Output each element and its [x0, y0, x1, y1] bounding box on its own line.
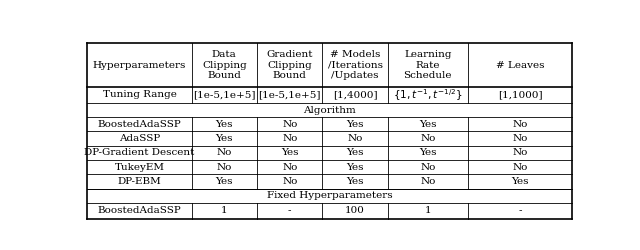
Text: No: No [348, 134, 363, 143]
Text: No: No [282, 120, 298, 129]
Text: No: No [512, 120, 527, 129]
Text: Fixed Hyperparameters: Fixed Hyperparameters [267, 191, 392, 200]
Text: No: No [282, 134, 298, 143]
Text: Gradient
Clipping
Bound: Gradient Clipping Bound [266, 50, 313, 80]
Text: Learning
Rate
Schedule: Learning Rate Schedule [404, 50, 452, 80]
Text: 1: 1 [424, 206, 431, 215]
Text: No: No [217, 163, 232, 172]
Text: Yes: Yes [346, 163, 364, 172]
Text: Yes: Yes [216, 134, 233, 143]
Text: Hyperparameters: Hyperparameters [93, 61, 186, 70]
Text: 100: 100 [345, 206, 365, 215]
Text: -: - [288, 206, 291, 215]
Text: No: No [282, 177, 298, 186]
Text: 1: 1 [221, 206, 228, 215]
Text: # Models
/Iterations
/Updates: # Models /Iterations /Updates [328, 50, 383, 80]
Text: No: No [282, 163, 298, 172]
Text: Yes: Yes [419, 120, 436, 129]
Text: No: No [217, 148, 232, 157]
Text: No: No [420, 134, 436, 143]
Text: DP-EBM: DP-EBM [118, 177, 161, 186]
Text: [1e-5,1e+5]: [1e-5,1e+5] [193, 90, 255, 100]
Text: Data
Clipping
Bound: Data Clipping Bound [202, 50, 246, 80]
Text: BoostedAdaSSP: BoostedAdaSSP [98, 120, 181, 129]
Text: BoostedAdaSSP: BoostedAdaSSP [98, 206, 181, 215]
Text: # Leaves: # Leaves [496, 61, 544, 70]
Text: Yes: Yes [346, 177, 364, 186]
Text: Yes: Yes [511, 177, 529, 186]
Text: Yes: Yes [346, 148, 364, 157]
Text: Yes: Yes [281, 148, 298, 157]
Text: No: No [420, 163, 436, 172]
Text: Yes: Yes [419, 148, 436, 157]
Text: -: - [518, 206, 522, 215]
Text: No: No [420, 177, 436, 186]
Text: Algorithm: Algorithm [303, 106, 356, 114]
Text: DP-Gradient Descent: DP-Gradient Descent [84, 148, 195, 157]
Text: No: No [512, 148, 527, 157]
Text: [1e-5,1e+5]: [1e-5,1e+5] [259, 90, 321, 100]
Text: [1,4000]: [1,4000] [333, 90, 378, 100]
Text: No: No [512, 134, 527, 143]
Text: $\{1,t^{-1},t^{-1/2}\}$: $\{1,t^{-1},t^{-1/2}\}$ [393, 87, 463, 103]
Text: Yes: Yes [346, 120, 364, 129]
Text: Yes: Yes [216, 120, 233, 129]
Text: AdaSSP: AdaSSP [119, 134, 160, 143]
Text: TukeyEM: TukeyEM [115, 163, 164, 172]
Text: Yes: Yes [216, 177, 233, 186]
Text: Tuning Range: Tuning Range [102, 90, 177, 100]
Text: No: No [512, 163, 527, 172]
Text: [1,1000]: [1,1000] [498, 90, 542, 100]
